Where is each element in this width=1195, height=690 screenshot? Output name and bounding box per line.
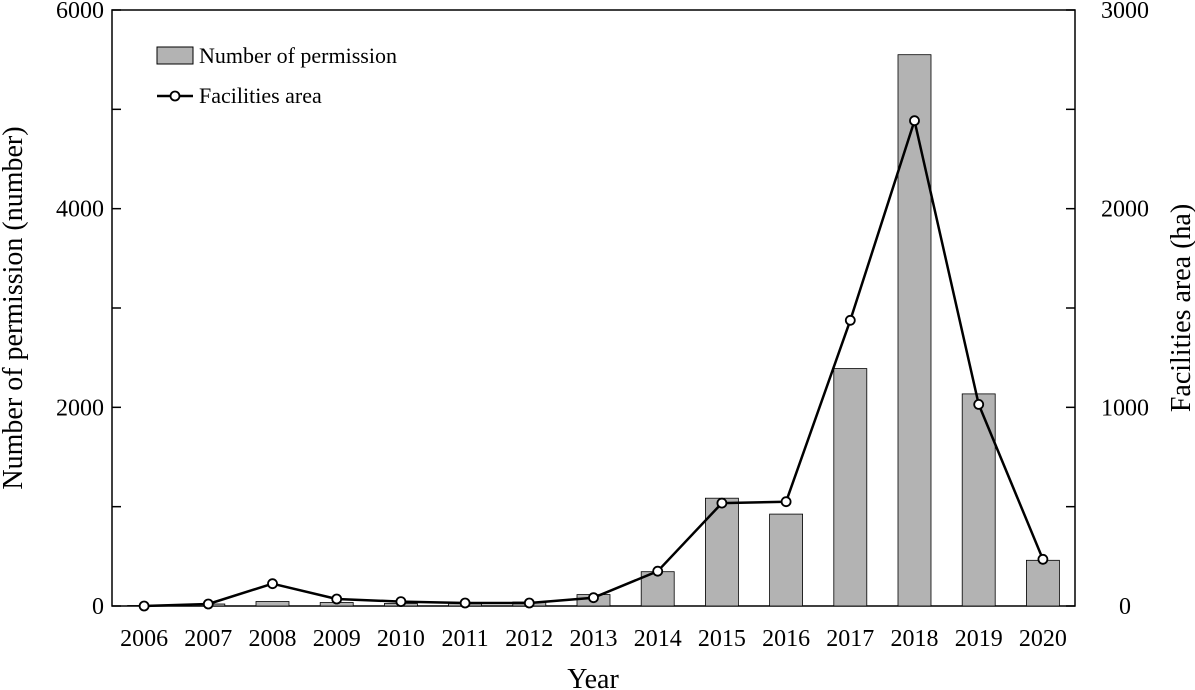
x-tick-label: 2018 (891, 626, 939, 652)
left-axis-title: Number of permission (number) (0, 126, 29, 489)
bar-2020 (1026, 559, 1060, 607)
point-2019 (973, 398, 985, 410)
point-2018 (909, 115, 920, 127)
right-tick-label: 2000 (1101, 197, 1149, 223)
x-tick-label: 2017 (826, 626, 874, 652)
x-tick-label: 2013 (570, 626, 618, 652)
point-2013 (588, 592, 599, 604)
point-2010 (395, 596, 407, 607)
x-tick-label: 2019 (955, 626, 1003, 652)
x-tick-label: 2016 (762, 626, 810, 652)
point-2012 (523, 597, 535, 609)
right-tick-label: 0 (1119, 594, 1131, 620)
bar-2019 (961, 393, 996, 607)
x-tick-label: 2010 (377, 626, 425, 652)
x-axis-title: Year (567, 664, 619, 690)
bar-2017 (833, 368, 868, 607)
point-2009 (331, 593, 343, 605)
point-2007 (202, 598, 214, 610)
x-tick-label: 2011 (442, 626, 489, 652)
point-2017 (844, 314, 856, 326)
left-tick-label: 0 (92, 594, 104, 620)
line-group (138, 115, 1049, 612)
point-2020 (1037, 553, 1049, 565)
x-tick-label: 2009 (313, 626, 361, 652)
right-axis: 0 1000 2000 3000 (1066, 0, 1149, 620)
x-tick-label: 2015 (698, 626, 746, 652)
x-tick-label: 2008 (249, 626, 297, 652)
legend: Number of permission Facilities area (156, 43, 397, 108)
point-2014 (652, 565, 664, 577)
legend-bar-label: Number of permission (199, 43, 397, 68)
x-tick-label: 2007 (184, 626, 232, 652)
bar-2014 (640, 571, 675, 607)
x-tick-label: 2006 (120, 626, 168, 652)
x-tick-label: 2020 (1019, 626, 1067, 652)
left-axis: 0 2000 4000 6000 (56, 0, 121, 620)
left-tick-label: 4000 (56, 197, 104, 223)
point-2006 (138, 600, 150, 612)
point-2016 (780, 496, 792, 508)
legend-bar-swatch (156, 46, 194, 65)
x-tick-label: 2012 (505, 626, 553, 652)
right-tick-label: 1000 (1101, 395, 1149, 421)
point-2015 (716, 497, 728, 509)
right-axis-title: Facilities area (ha) (1166, 204, 1195, 412)
bar-2018 (897, 54, 932, 607)
bars-group (127, 54, 1060, 607)
point-2011 (459, 597, 471, 609)
x-axis: 2006 2007 2008 2009 2010 2011 2012 2013 2014 2015… (120, 626, 1067, 652)
legend-line-marker (169, 90, 181, 102)
bar-2016 (769, 513, 803, 607)
legend-line-label: Facilities area (199, 83, 322, 108)
left-tick-label: 2000 (56, 395, 104, 421)
point-2008 (267, 578, 278, 590)
left-tick-label: 6000 (56, 0, 104, 24)
x-tick-label: 2014 (634, 626, 682, 652)
right-tick-label: 3000 (1101, 0, 1149, 24)
bar-2008 (255, 601, 290, 607)
